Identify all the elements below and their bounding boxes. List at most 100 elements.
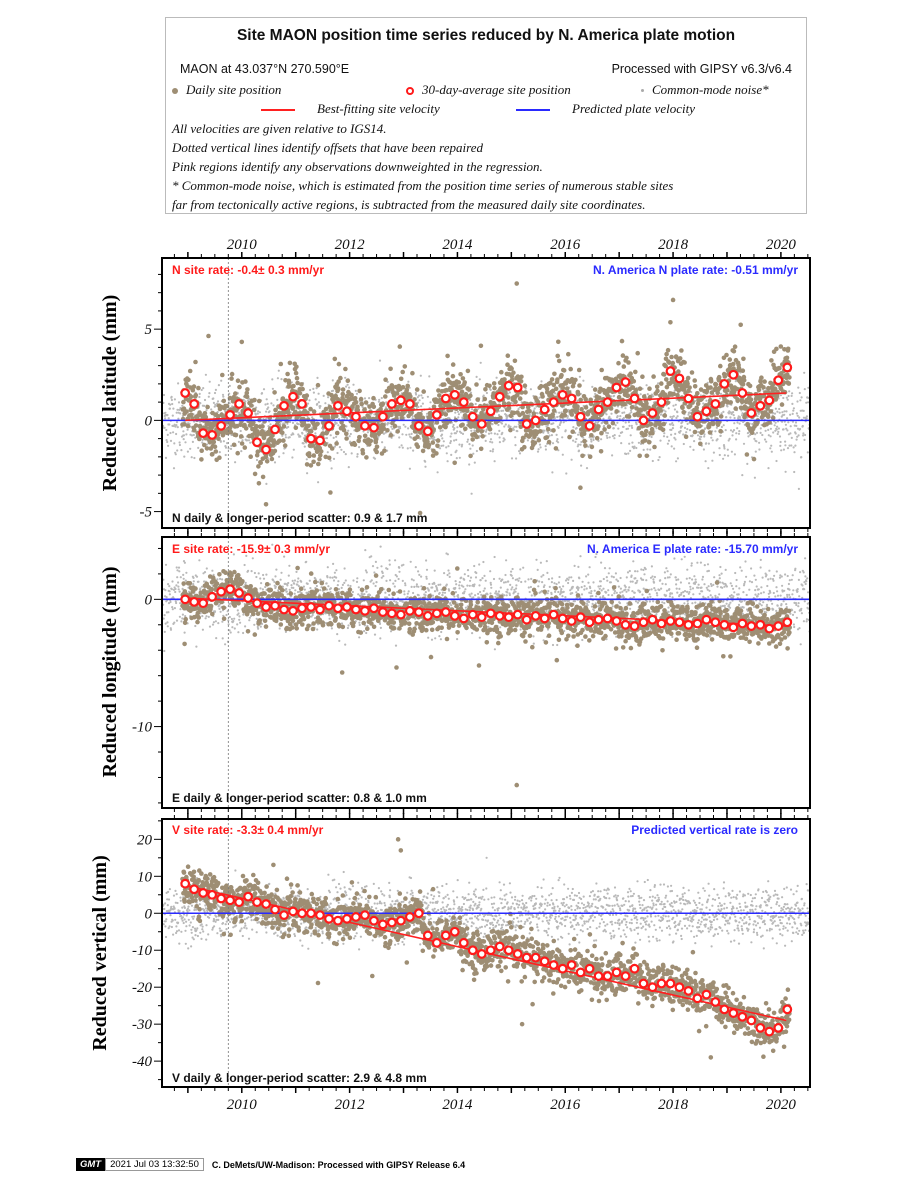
common-mode-point bbox=[428, 375, 431, 378]
note-cm-1: * Common-mode noise, which is estimated … bbox=[172, 178, 674, 193]
common-mode-point bbox=[447, 445, 450, 448]
common-mode-point bbox=[613, 394, 616, 397]
common-mode-point bbox=[496, 433, 499, 436]
daily-position-point bbox=[741, 377, 747, 383]
daily-position-point bbox=[718, 428, 723, 434]
daily-position-point bbox=[233, 432, 239, 438]
daily-position-point bbox=[318, 449, 324, 454]
common-mode-point bbox=[200, 388, 203, 392]
common-mode-point bbox=[169, 431, 172, 435]
common-mode-point bbox=[473, 429, 476, 432]
common-mode-point bbox=[741, 474, 744, 477]
common-mode-point bbox=[418, 399, 421, 402]
common-mode-point bbox=[460, 431, 463, 434]
common-mode-point bbox=[171, 608, 174, 611]
common-mode-point bbox=[438, 384, 441, 387]
common-mode-point bbox=[780, 449, 783, 452]
daily-position-point bbox=[374, 444, 380, 450]
daily-position-point bbox=[642, 438, 648, 443]
daily-position-point bbox=[664, 384, 670, 390]
common-mode-point bbox=[738, 430, 741, 433]
daily-position-point bbox=[215, 414, 221, 419]
daily-position-point bbox=[352, 396, 358, 401]
common-mode-point bbox=[730, 450, 734, 453]
common-mode-point bbox=[330, 467, 333, 470]
daily-position-point bbox=[491, 395, 496, 400]
daily-position-point bbox=[621, 364, 627, 369]
common-mode-point bbox=[757, 412, 760, 415]
common-mode-point bbox=[742, 442, 746, 445]
daily-position-point bbox=[468, 393, 473, 399]
daily-position-point bbox=[598, 449, 604, 454]
common-mode-point bbox=[325, 437, 328, 440]
daily-position-point bbox=[315, 421, 320, 427]
daily-position-point bbox=[561, 368, 567, 373]
common-mode-point bbox=[795, 438, 798, 441]
common-mode-point bbox=[731, 430, 734, 433]
daily-position-point bbox=[333, 393, 339, 399]
common-mode-point bbox=[177, 417, 180, 420]
daily-position-point bbox=[718, 414, 724, 419]
daily-position-point bbox=[662, 413, 668, 418]
daily-position-point bbox=[596, 424, 601, 429]
common-mode-point bbox=[441, 429, 444, 432]
common-mode-point bbox=[796, 400, 799, 403]
common-mode-point bbox=[645, 384, 648, 387]
common-mode-point bbox=[491, 423, 494, 426]
common-mode-point bbox=[319, 405, 322, 408]
common-mode-point bbox=[725, 416, 728, 419]
daily-position-point bbox=[674, 355, 679, 360]
common-mode-point bbox=[707, 467, 710, 470]
common-mode-point bbox=[683, 416, 686, 419]
common-mode-point bbox=[166, 433, 169, 436]
common-mode-point bbox=[182, 560, 186, 563]
daily-position-point bbox=[184, 409, 189, 414]
common-mode-point bbox=[202, 387, 205, 390]
common-mode-point bbox=[251, 557, 254, 560]
common-mode-point bbox=[559, 420, 563, 424]
common-mode-point bbox=[531, 437, 534, 440]
daily-position-point bbox=[452, 460, 458, 466]
common-mode-point bbox=[420, 410, 424, 413]
daily-position-point bbox=[731, 361, 736, 367]
common-mode-point bbox=[421, 396, 424, 399]
common-mode-point bbox=[479, 361, 482, 364]
common-mode-point bbox=[197, 580, 200, 583]
daily-position-point bbox=[463, 426, 468, 432]
average-position-marker bbox=[746, 408, 757, 418]
common-mode-point bbox=[324, 402, 327, 405]
daily-position-point bbox=[349, 392, 354, 398]
common-mode-point bbox=[348, 386, 351, 389]
average-position-marker bbox=[225, 409, 236, 420]
daily-position-point bbox=[579, 407, 584, 412]
common-mode-point bbox=[178, 615, 181, 618]
common-mode-point bbox=[417, 401, 420, 404]
common-mode-point bbox=[652, 395, 655, 398]
common-mode-point bbox=[242, 613, 245, 616]
common-mode-point bbox=[167, 444, 170, 447]
common-mode-point bbox=[308, 579, 311, 582]
common-mode-point bbox=[218, 451, 221, 454]
average-position-marker bbox=[548, 397, 559, 408]
common-mode-point bbox=[246, 439, 249, 442]
common-mode-point bbox=[277, 369, 280, 372]
daily-position-point bbox=[315, 382, 321, 388]
daily-position-point bbox=[389, 412, 394, 418]
daily-position-point bbox=[344, 431, 349, 437]
common-mode-point bbox=[627, 421, 631, 424]
common-mode-point bbox=[436, 471, 439, 474]
chart-title: Site MAON position time series reduced b… bbox=[236, 27, 736, 44]
common-mode-point bbox=[751, 422, 754, 426]
daily-position-point bbox=[436, 388, 441, 393]
common-mode-point bbox=[670, 417, 674, 420]
daily-position-point bbox=[445, 371, 450, 376]
daily-position-point bbox=[540, 394, 545, 399]
common-mode-point bbox=[791, 402, 794, 405]
common-mode-point bbox=[419, 437, 422, 440]
daily-position-point bbox=[478, 343, 484, 349]
daily-position-point bbox=[392, 423, 398, 429]
common-mode-point bbox=[774, 429, 777, 432]
daily-position-point bbox=[311, 453, 317, 458]
common-mode-point bbox=[164, 417, 167, 420]
common-mode-point bbox=[288, 436, 291, 439]
